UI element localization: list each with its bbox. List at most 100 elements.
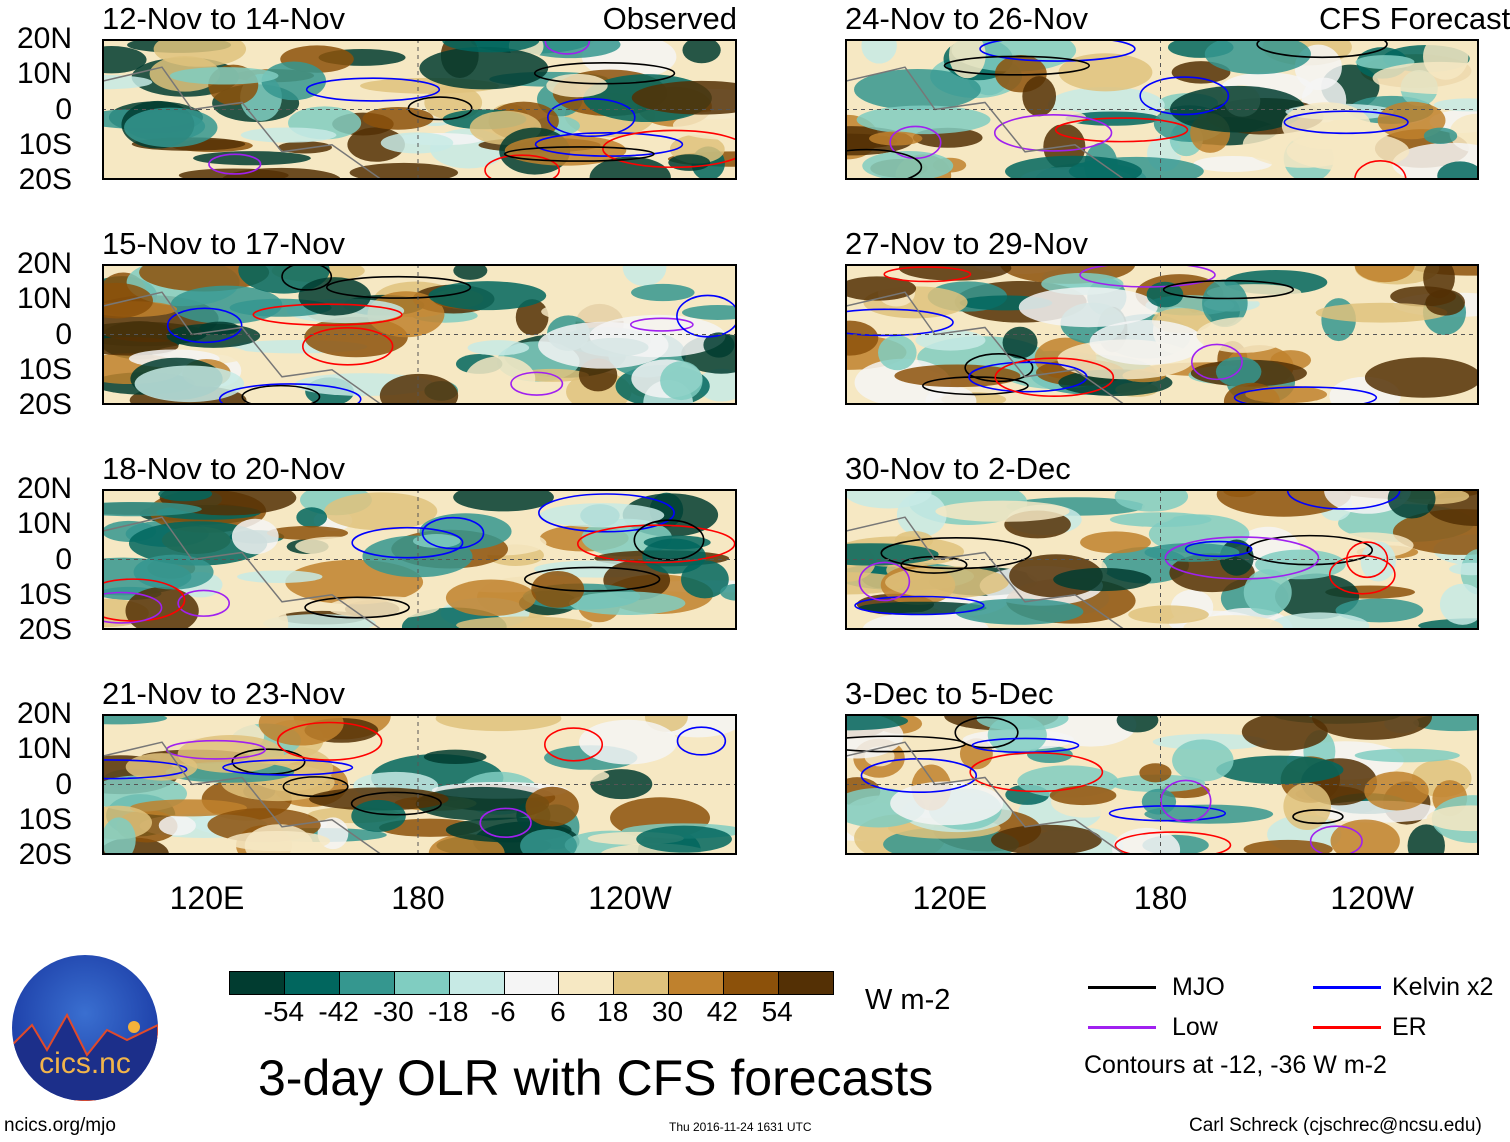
olr-anomaly-blob bbox=[915, 329, 986, 351]
wave-contour bbox=[1164, 536, 1320, 580]
wave-contour bbox=[503, 146, 655, 162]
lat-label: 20S bbox=[18, 388, 72, 421]
panel-frame bbox=[102, 489, 737, 630]
lat-label: 20N bbox=[16, 247, 72, 280]
olr-anomaly-blob bbox=[862, 611, 989, 630]
olr-anomaly-blob bbox=[1283, 782, 1332, 830]
olr-anomaly-blob bbox=[1364, 771, 1429, 811]
olr-anomaly-blob bbox=[1022, 76, 1057, 117]
wave-contour bbox=[1108, 805, 1227, 822]
olr-anomaly-blob bbox=[237, 570, 323, 583]
lat-label: 10S bbox=[18, 352, 72, 386]
olr-anomaly-blob bbox=[1109, 774, 1206, 793]
olr-anomaly-blob bbox=[672, 110, 737, 140]
olr-anomaly-blob bbox=[139, 264, 270, 292]
olr-anomaly-blob bbox=[1053, 567, 1152, 592]
wave-contour bbox=[102, 578, 186, 622]
wave-contour bbox=[510, 371, 564, 396]
colorbar-swatch bbox=[669, 972, 725, 994]
lat-label: 20N bbox=[16, 22, 72, 55]
legend-low-label: Low bbox=[1172, 1013, 1218, 1041]
wave-contour bbox=[407, 96, 473, 121]
olr-anomaly-blob bbox=[697, 368, 737, 402]
panel-title: 24-Nov to 26-Nov bbox=[845, 1, 1088, 36]
footer-url[interactable]: ncics.org/mjo bbox=[4, 1115, 116, 1136]
wave-contour bbox=[845, 735, 967, 753]
wave-contour bbox=[1283, 110, 1409, 135]
olr-anomaly-blob bbox=[925, 385, 977, 405]
olr-anomaly-blob bbox=[1116, 714, 1159, 733]
olr-anomaly-blob bbox=[1354, 748, 1460, 763]
wave-contour bbox=[1233, 386, 1378, 405]
wave-contour bbox=[276, 721, 383, 761]
olr-anomaly-blob bbox=[1387, 489, 1436, 519]
wave-contour bbox=[576, 524, 736, 564]
panel-title: 18-Nov to 20-Nov bbox=[102, 451, 345, 486]
olr-anomaly-blob bbox=[327, 596, 440, 619]
wave-contour bbox=[676, 294, 737, 338]
colorbar-tick-label: -42 bbox=[318, 996, 359, 1027]
olr-anomaly-blob bbox=[858, 601, 987, 615]
olr-anomaly-blob bbox=[244, 824, 314, 855]
colorbar-units: W m-2 bbox=[865, 984, 951, 1016]
wave-contour bbox=[304, 596, 410, 619]
olr-anomaly-blob bbox=[854, 68, 981, 111]
wave-contour bbox=[325, 275, 472, 299]
olr-anomaly-blob bbox=[231, 518, 279, 555]
coastline bbox=[102, 66, 383, 180]
olr-anomaly-blob bbox=[1196, 317, 1289, 353]
lat-label: 0 bbox=[55, 92, 72, 126]
olr-map-panel bbox=[102, 39, 737, 180]
wave-contour bbox=[633, 519, 705, 561]
wave-contour bbox=[880, 537, 1032, 570]
colorbar bbox=[229, 971, 834, 995]
wave-contour bbox=[523, 566, 661, 592]
olr-anomaly-blob bbox=[261, 61, 327, 101]
cics-logo[interactable]: cics.nc bbox=[12, 955, 158, 1101]
olr-anomaly-blob bbox=[1109, 512, 1212, 528]
legend-kelvin-label: Kelvin x2 bbox=[1392, 973, 1494, 1001]
wave-contour bbox=[479, 807, 532, 839]
panel-title: 21-Nov to 23-Nov bbox=[102, 676, 345, 711]
wave-contour bbox=[350, 791, 442, 816]
olr-anomaly-blob bbox=[1171, 61, 1231, 84]
olr-anomaly-blob bbox=[1114, 489, 1189, 512]
olr-anomaly-blob bbox=[158, 815, 196, 836]
wave-contour bbox=[1079, 264, 1216, 288]
wave-contour bbox=[166, 307, 243, 344]
olr-map-panel bbox=[102, 489, 737, 630]
colorbar-tick-label: 6 bbox=[550, 996, 566, 1027]
panel-title: 12-Nov to 14-Nov bbox=[102, 1, 345, 36]
olr-anomaly-blob bbox=[890, 781, 1004, 826]
lat-label: 10N bbox=[16, 282, 72, 316]
olr-anomaly-blob bbox=[428, 281, 547, 311]
wave-contour bbox=[969, 752, 1104, 793]
olr-anomaly-blob bbox=[1269, 612, 1370, 630]
olr-anomaly-blob bbox=[1018, 287, 1158, 328]
olr-anomaly-blob bbox=[380, 132, 454, 154]
wave-contour bbox=[538, 493, 675, 533]
wave-contour bbox=[421, 516, 485, 550]
lon-label: 120W bbox=[588, 880, 672, 916]
colorbar-swatch bbox=[724, 972, 780, 994]
wave-contour bbox=[102, 591, 163, 624]
olr-anomaly-blob bbox=[412, 534, 461, 548]
panel-frame bbox=[845, 489, 1479, 630]
olr-anomaly-blob bbox=[1144, 804, 1274, 824]
olr-anomaly-blob bbox=[1449, 562, 1479, 576]
olr-anomaly-blob bbox=[102, 46, 147, 74]
olr-anomaly-blob bbox=[898, 264, 1012, 281]
colorbar-tick-label: -54 bbox=[263, 996, 305, 1027]
panel-frame bbox=[102, 39, 737, 180]
olr-anomaly-blob bbox=[991, 824, 1102, 855]
colorbar-swatch bbox=[614, 972, 670, 994]
figure-title: 3-day OLR with CFS forecasts bbox=[258, 1050, 934, 1106]
olr-anomaly-blob bbox=[1089, 320, 1205, 365]
colorbar-swatch bbox=[449, 972, 505, 994]
colorbar-swatch bbox=[779, 972, 833, 994]
wave-contour bbox=[968, 361, 1088, 393]
wave-contour bbox=[1328, 554, 1396, 595]
colorbar-swatch bbox=[559, 972, 615, 994]
colorbar-tick-label: -6 bbox=[490, 996, 516, 1027]
wave-contour bbox=[351, 526, 464, 559]
